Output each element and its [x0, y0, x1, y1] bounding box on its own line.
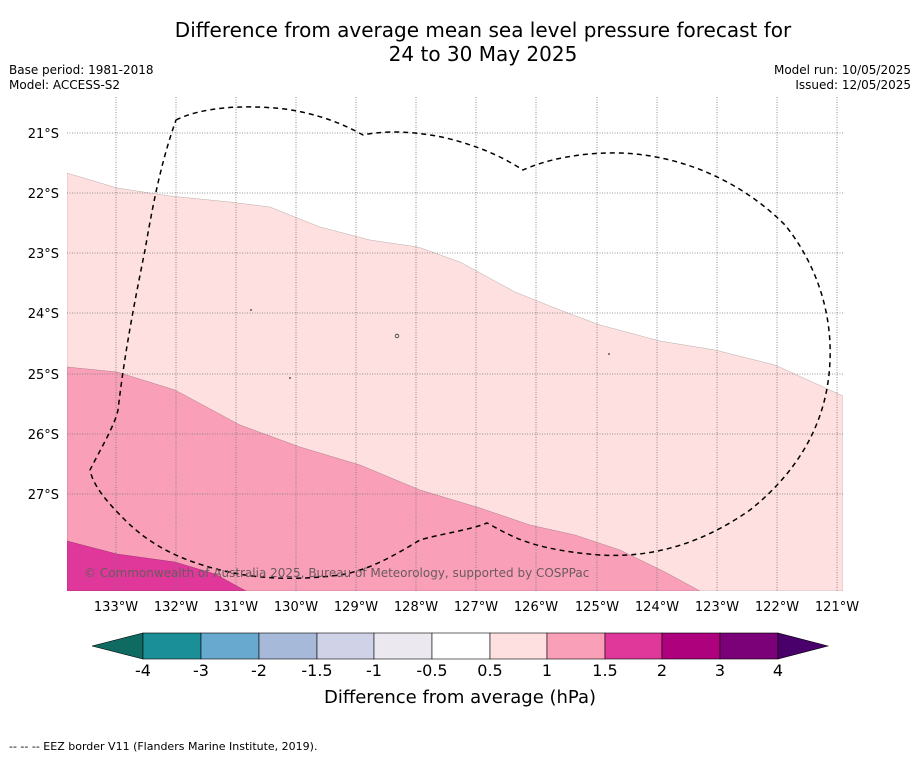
colorbar-label: Difference from average (hPa) [324, 687, 596, 708]
eez-boundary [89, 106, 831, 580]
issued-text: Issued: 12/05/2025 [795, 78, 911, 92]
colorbar-arrow-right [777, 632, 830, 660]
colorbar [91, 632, 830, 660]
contour-speck [394, 333, 400, 339]
lon-label: 132°W [154, 600, 198, 615]
model-text: Model: ACCESS-S2 [9, 78, 121, 92]
colorbar-segment [316, 632, 375, 660]
anomaly-region-1-to-1-5 [67, 366, 701, 591]
lon-label: 123°W [695, 600, 739, 615]
lon-label: 127°W [454, 600, 498, 615]
longitude-labels: 133°W 132°W 131°W 130°W 129°W 128°W 127°… [94, 600, 859, 615]
colorbar-tick: -1 [366, 661, 382, 680]
colorbar-tick: 1 [542, 661, 552, 680]
lon-label: 122°W [755, 600, 799, 615]
lon-label: 126°W [514, 600, 558, 615]
lon-label: 125°W [575, 600, 619, 615]
colorbar-segment [258, 632, 318, 660]
lon-label: 130°W [274, 600, 318, 615]
lat-label: 25°S [28, 368, 59, 383]
lon-label: 121°W [815, 600, 859, 615]
colorbar-tick: -1.5 [301, 661, 332, 680]
lon-label: 128°W [394, 600, 438, 615]
colorbar-tick: 0.5 [477, 661, 502, 680]
lat-label: 23°S [28, 247, 59, 262]
lat-label: 26°S [28, 428, 59, 443]
colorbar-tick: 3 [715, 661, 725, 680]
colorbar-tick: -3 [193, 661, 209, 680]
lon-label: 133°W [94, 600, 138, 615]
meta-left: Base period: 1981-2018 Model: ACCESS-S2 [9, 63, 154, 93]
colorbar-tick: -2 [251, 661, 267, 680]
colorbar-segment [142, 632, 202, 660]
lon-label: 131°W [214, 600, 258, 615]
model-run-text: Model run: 10/05/2025 [773, 63, 911, 77]
colorbar-tick: -4 [135, 661, 151, 680]
title-line-2: 24 to 30 May 2025 [388, 42, 578, 66]
colorbar-segment [661, 632, 721, 660]
colorbar-segment [546, 632, 606, 660]
lat-label: 22°S [28, 187, 59, 202]
lon-label: 129°W [334, 600, 378, 615]
lat-label: 24°S [28, 307, 59, 322]
colorbar-segment [719, 632, 779, 660]
colorbar-segment [200, 632, 260, 660]
lat-label: 27°S [28, 488, 59, 503]
colorbar-tick: -0.5 [416, 661, 447, 680]
lat-label: 21°S [28, 127, 59, 142]
latitude-labels: 21°S 22°S 23°S 24°S 25°S 26°S 27°S [28, 127, 59, 503]
colorbar-segment [431, 632, 491, 660]
anomaly-region-1-5-to-2 [67, 540, 247, 591]
contour-speck [608, 353, 610, 355]
map-title: Difference from average mean sea level p… [0, 18, 919, 66]
colorbar-arrow-left [91, 632, 144, 660]
map-panel: © Commonwealth of Australia 2025, Bureau… [67, 97, 843, 591]
colorbar-tick-labels: -4 -3 -2 -1.5 -1 -0.5 0.5 1 1.5 2 3 4 [135, 661, 783, 680]
contour-speck [289, 377, 291, 379]
colorbar-tick: 1.5 [592, 661, 617, 680]
title-line-1: Difference from average mean sea level p… [174, 18, 792, 42]
colorbar-segment [489, 632, 548, 660]
colorbar-tick: 2 [657, 661, 667, 680]
eez-footnote: -- -- -- EEZ border V11 (Flanders Marine… [9, 740, 318, 753]
lon-label: 124°W [635, 600, 679, 615]
colorbar-segment [373, 632, 433, 660]
base-period-text: Base period: 1981-2018 [9, 63, 154, 77]
meta-right: Model run: 10/05/2025 Issued: 12/05/2025 [774, 63, 911, 93]
colorbar-segment [604, 632, 663, 660]
colorbar-tick: 4 [773, 661, 783, 680]
contour-speck [250, 309, 252, 311]
gridlines [67, 97, 843, 591]
copyright-text: © Commonwealth of Australia 2025, Bureau… [84, 566, 589, 580]
